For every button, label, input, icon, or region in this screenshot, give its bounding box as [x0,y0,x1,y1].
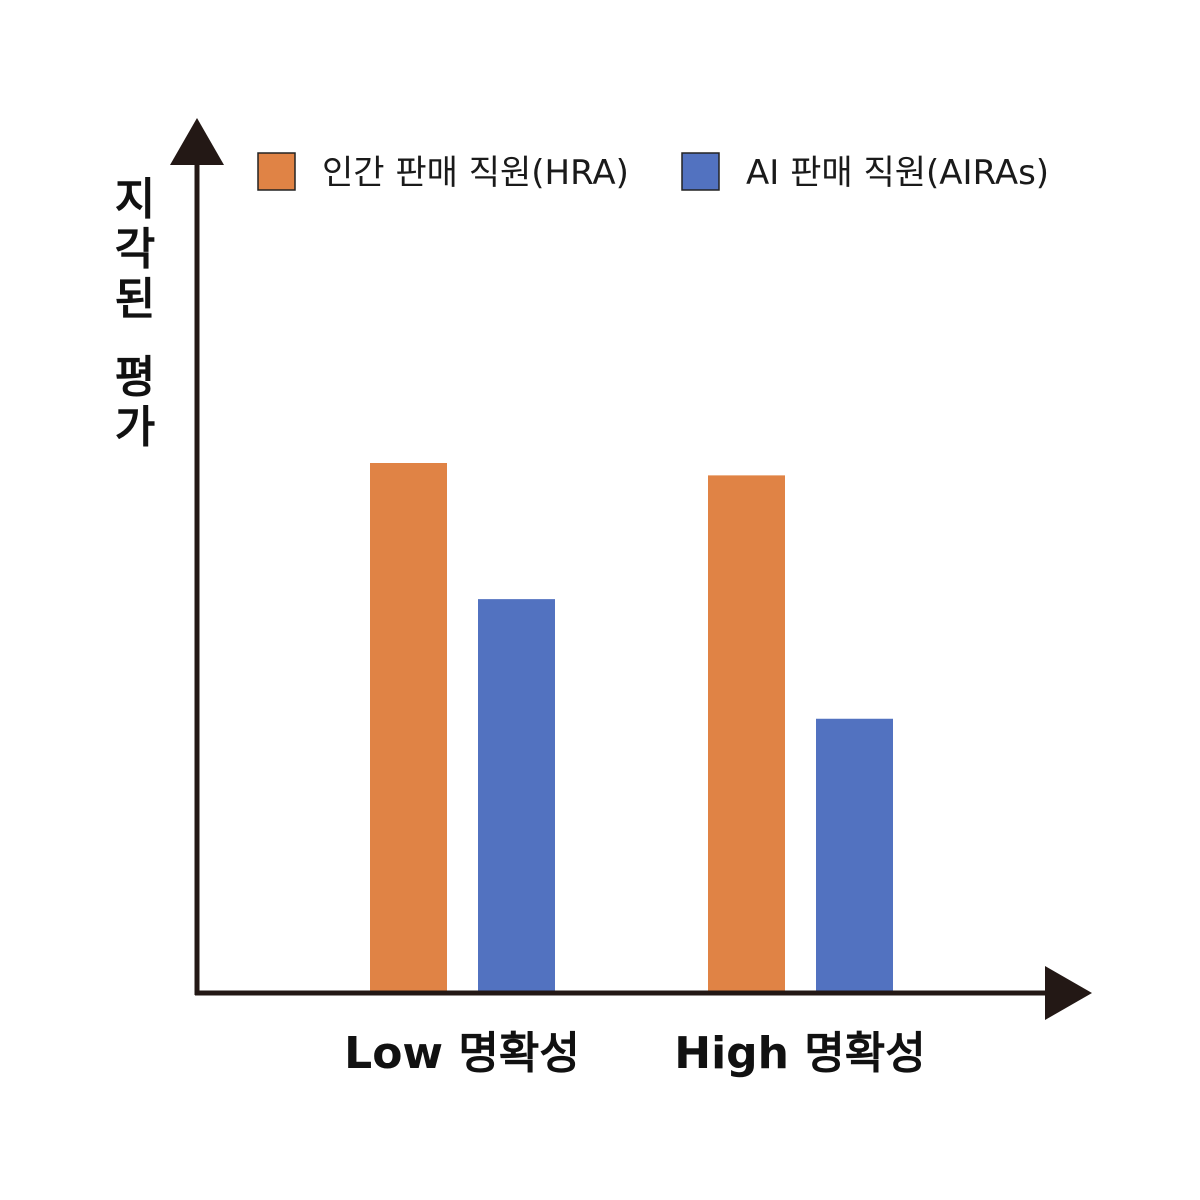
legend-swatch-airas [681,152,720,191]
legend-item-hra: 인간 판매 직원(HRA) [257,152,629,193]
category-labels: Low 명확성 High 명확성 [344,1028,926,1079]
y-axis-label-char: 가 [115,402,155,453]
bar-hra-low [370,463,447,991]
y-axis-label-char: 각 [115,224,155,275]
y-axis [170,118,224,995]
legend-swatch-hra [257,152,296,191]
x-axis-arrowhead [1045,966,1092,1020]
legend-item-airas: AI 판매 직원(AIRAs) [681,152,1049,193]
category-label-low: Low 명확성 [344,1028,580,1079]
bar-hra-high [708,475,785,991]
category-label-high: High 명확성 [674,1028,926,1079]
x-axis [195,966,1092,1020]
y-axis-label-char: 된 [115,274,155,325]
legend-label-airas: AI 판매 직원(AIRAs) [746,153,1049,193]
y-axis-arrowhead [170,118,224,165]
legend-label-hra: 인간 판매 직원(HRA) [322,153,629,193]
y-axis-label-char: 지 [115,174,155,225]
bars-group [370,463,893,991]
bar-airas-low [478,599,555,991]
y-axis-label-char: 평 [115,352,155,403]
bar-airas-high [816,718,893,991]
legend: 인간 판매 직원(HRA) AI 판매 직원(AIRAs) [257,152,1049,193]
